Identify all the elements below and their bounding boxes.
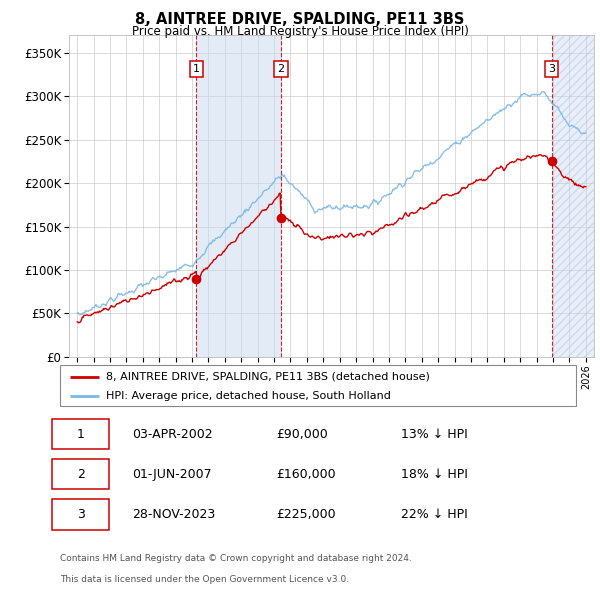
Text: £225,000: £225,000	[277, 508, 337, 521]
Text: £160,000: £160,000	[277, 468, 337, 481]
Text: 2: 2	[77, 468, 85, 481]
Text: 1: 1	[193, 64, 200, 74]
Text: 8, AINTREE DRIVE, SPALDING, PE11 3BS (detached house): 8, AINTREE DRIVE, SPALDING, PE11 3BS (de…	[106, 372, 430, 382]
Bar	[196, 35, 281, 357]
Text: 8, AINTREE DRIVE, SPALDING, PE11 3BS: 8, AINTREE DRIVE, SPALDING, PE11 3BS	[136, 12, 464, 27]
Text: 18% ↓ HPI: 18% ↓ HPI	[401, 468, 467, 481]
Text: 22% ↓ HPI: 22% ↓ HPI	[401, 508, 467, 521]
Text: This data is licensed under the Open Government Licence v3.0.: This data is licensed under the Open Gov…	[60, 575, 349, 584]
Text: 3: 3	[548, 64, 555, 74]
FancyBboxPatch shape	[52, 419, 109, 450]
Text: 01-JUN-2007: 01-JUN-2007	[132, 468, 212, 481]
FancyBboxPatch shape	[60, 365, 576, 407]
Bar	[551, 35, 594, 357]
FancyBboxPatch shape	[52, 499, 109, 530]
Text: 03-APR-2002: 03-APR-2002	[132, 428, 213, 441]
Text: HPI: Average price, detached house, South Holland: HPI: Average price, detached house, Sout…	[106, 392, 391, 401]
Text: 1: 1	[77, 428, 85, 441]
Text: Contains HM Land Registry data © Crown copyright and database right 2024.: Contains HM Land Registry data © Crown c…	[60, 555, 412, 563]
Text: 3: 3	[77, 508, 85, 521]
Text: 28-NOV-2023: 28-NOV-2023	[132, 508, 215, 521]
Text: £90,000: £90,000	[277, 428, 328, 441]
Text: 2: 2	[277, 64, 284, 74]
Text: 13% ↓ HPI: 13% ↓ HPI	[401, 428, 467, 441]
Text: Price paid vs. HM Land Registry's House Price Index (HPI): Price paid vs. HM Land Registry's House …	[131, 25, 469, 38]
FancyBboxPatch shape	[52, 459, 109, 490]
